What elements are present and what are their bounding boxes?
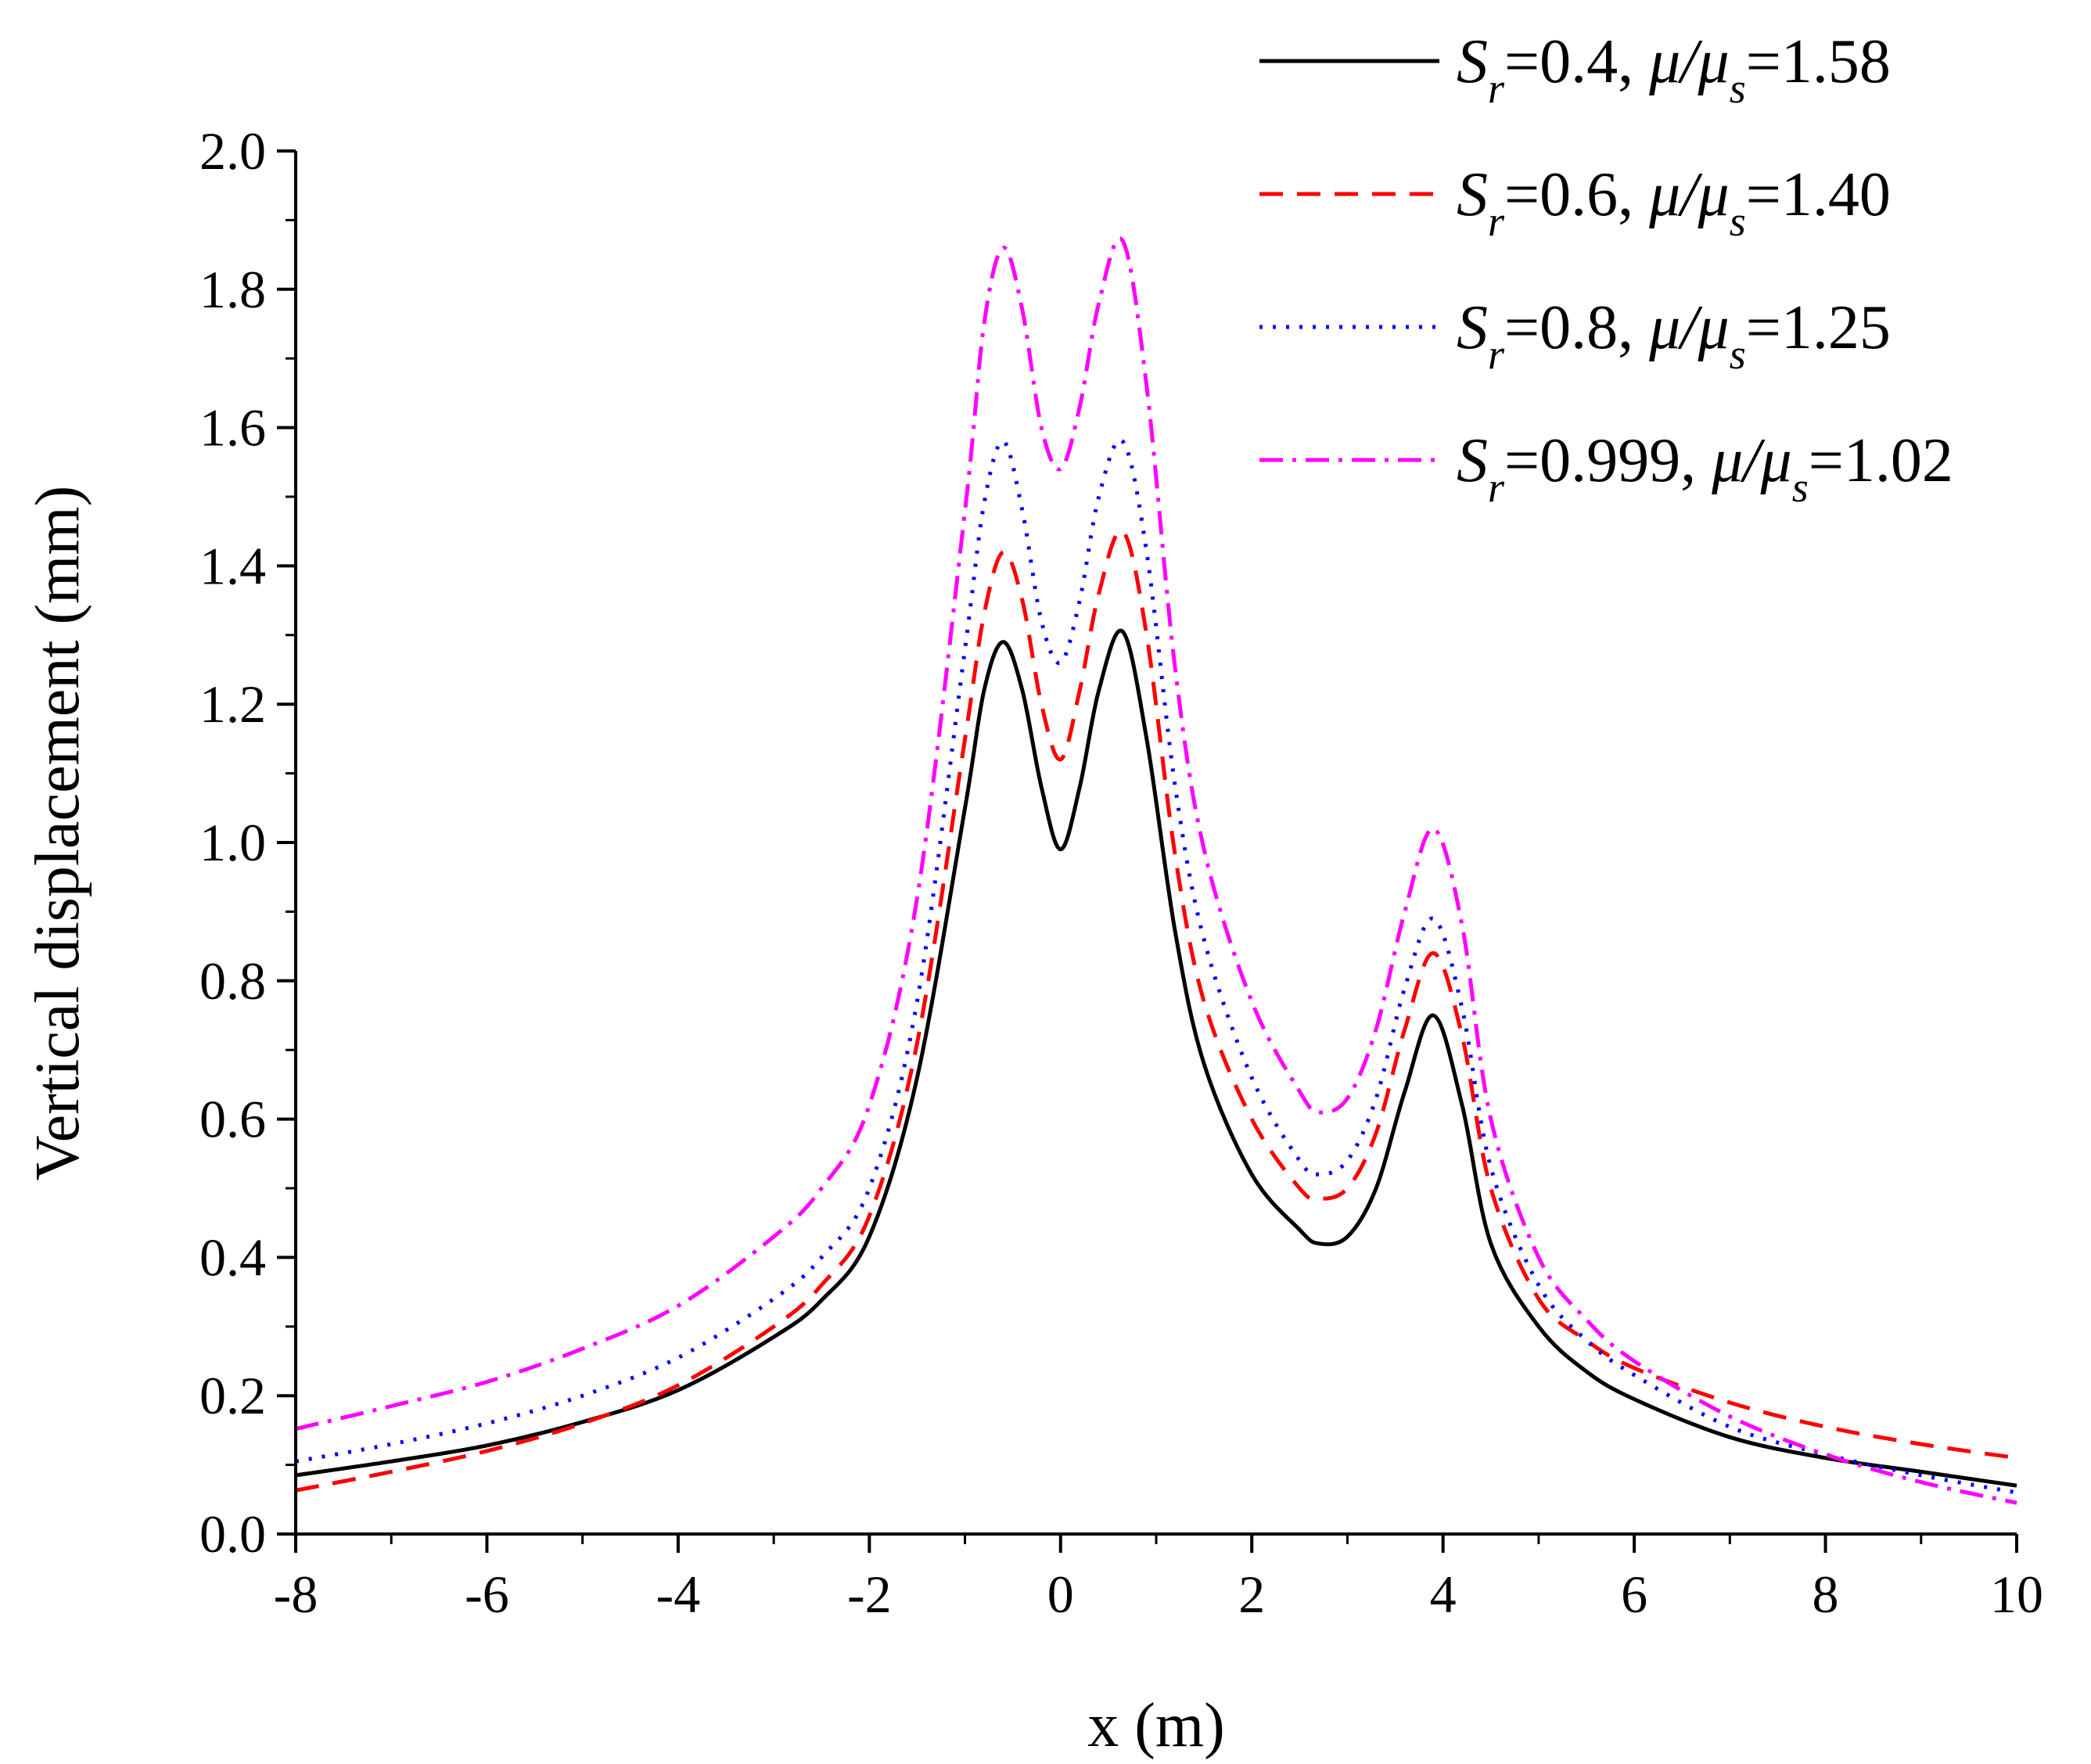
y-tick-label: 2.0 [199,121,266,181]
legend-label-3: Sr=0.8, μ/μs=1.25 [1457,293,1891,378]
y-tick-label: 0.4 [199,1227,266,1287]
series-line-2 [295,528,2017,1493]
x-tick-label: 10 [1990,1565,2043,1624]
x-tick-label: -2 [847,1565,892,1624]
y-tick-label: 1.0 [199,813,266,872]
series-line-1 [295,628,2017,1488]
legend: Sr=0.4, μ/μs=1.58 Sr=0.6, μ/μs=1.40 Sr=0.8… [1259,27,1953,511]
legend-label-1: Sr=0.4, μ/μs=1.58 [1457,27,1891,112]
y-tick-label: 0.6 [199,1090,266,1149]
x-tick-label: -8 [274,1565,318,1624]
x-tick-label: 4 [1430,1565,1457,1624]
legend-label-2: Sr=0.6, μ/μs=1.40 [1457,160,1891,245]
x-tick-label: 6 [1621,1565,1647,1624]
x-tick-label: -4 [656,1565,701,1624]
x-tick-label: 2 [1238,1565,1265,1624]
y-tick-label: 1.2 [199,674,266,734]
x-axis-ticks: -8 -6 -4 -2 0 2 4 6 8 10 [274,1534,2043,1624]
x-tick-label: 8 [1813,1565,1839,1624]
series-line-3 [295,438,2017,1495]
y-tick-label: 1.6 [199,398,266,458]
series-line-4 [295,236,2017,1505]
y-tick-label: 0.0 [199,1504,266,1564]
x-tick-label: 0 [1047,1565,1074,1624]
series-group [295,236,2017,1505]
y-tick-label: 0.2 [199,1366,266,1425]
legend-label-4: Sr=0.999, μ/μs=1.02 [1457,426,1953,511]
x-axis-title: x (m) [1087,1691,1225,1760]
y-axis-ticks: 0.0 0.2 0.4 0.6 0.8 1.0 1.2 1.4 1.6 1.8 2.0 [199,121,296,1564]
y-tick-label: 1.4 [199,536,266,595]
y-tick-label: 1.8 [199,260,266,319]
y-tick-label: 0.8 [199,951,266,1011]
y-axis-title: Vertical displacement (mm) [23,486,92,1181]
x-tick-label: -6 [465,1565,509,1624]
